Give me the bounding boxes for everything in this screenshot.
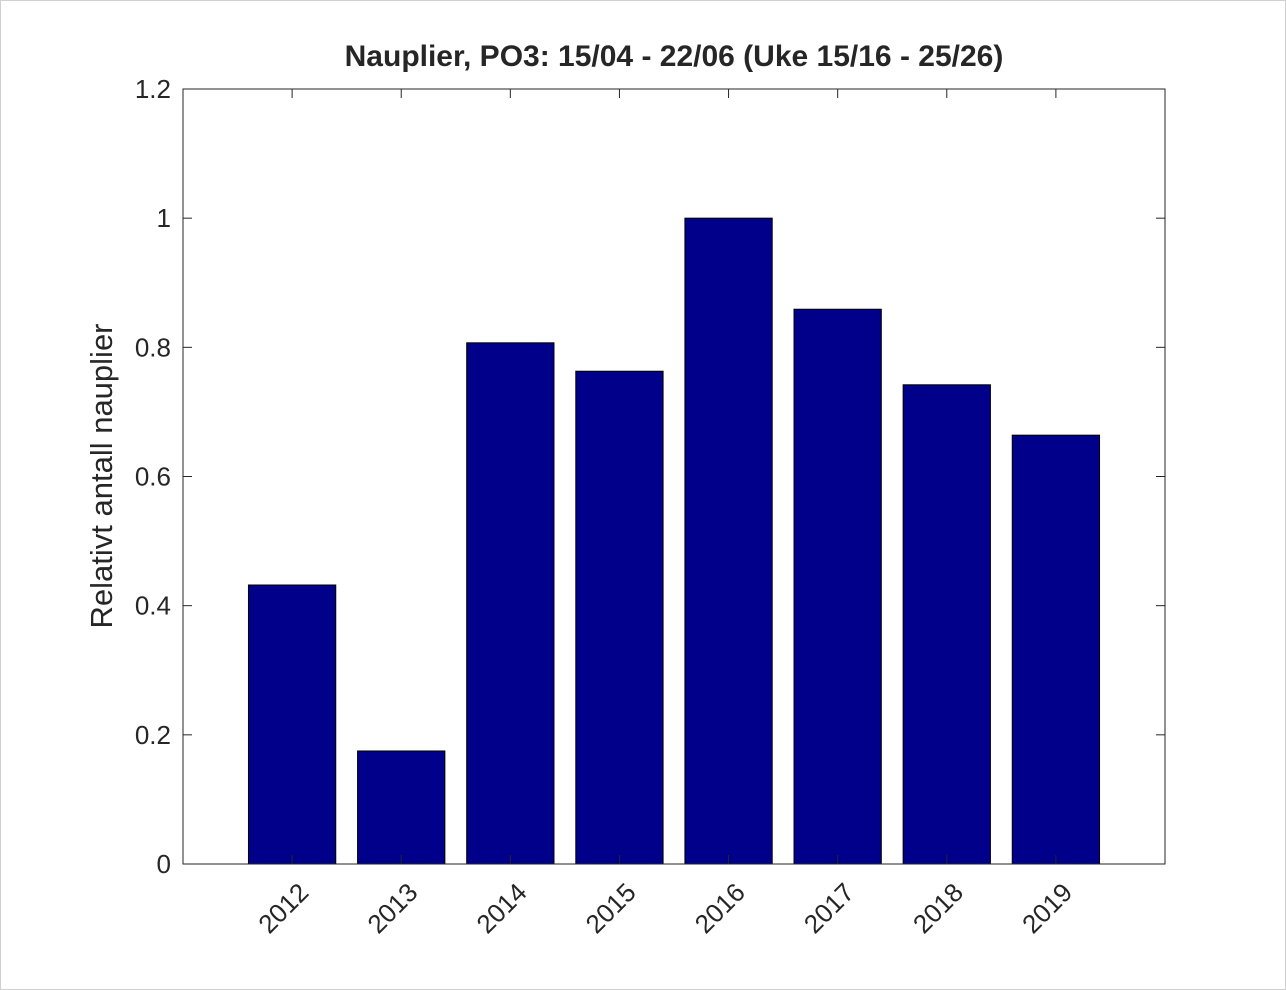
y-tick-label: 0.6: [135, 462, 171, 492]
plot-frame: [182, 88, 1166, 865]
y-tick-label: 0.8: [135, 332, 171, 362]
bar: [1011, 434, 1101, 865]
bar: [684, 217, 773, 865]
y-tick-label: 0.2: [135, 720, 171, 750]
bar: [466, 342, 555, 865]
bar: [247, 584, 337, 865]
bar: [575, 370, 664, 865]
y-tick-label: 1: [157, 203, 171, 233]
y-tick-label: 1.2: [135, 74, 171, 104]
chart-title: Nauplier, PO3: 15/04 - 22/06 (Uke 15/16 …: [345, 40, 1004, 73]
y-tick-label: 0: [157, 849, 171, 879]
y-tick-label: 0.4: [135, 591, 171, 621]
bar: [793, 308, 882, 865]
y-axis-label: Relativt antall nauplier: [84, 323, 119, 628]
bar: [902, 384, 991, 865]
bar: [357, 750, 446, 865]
